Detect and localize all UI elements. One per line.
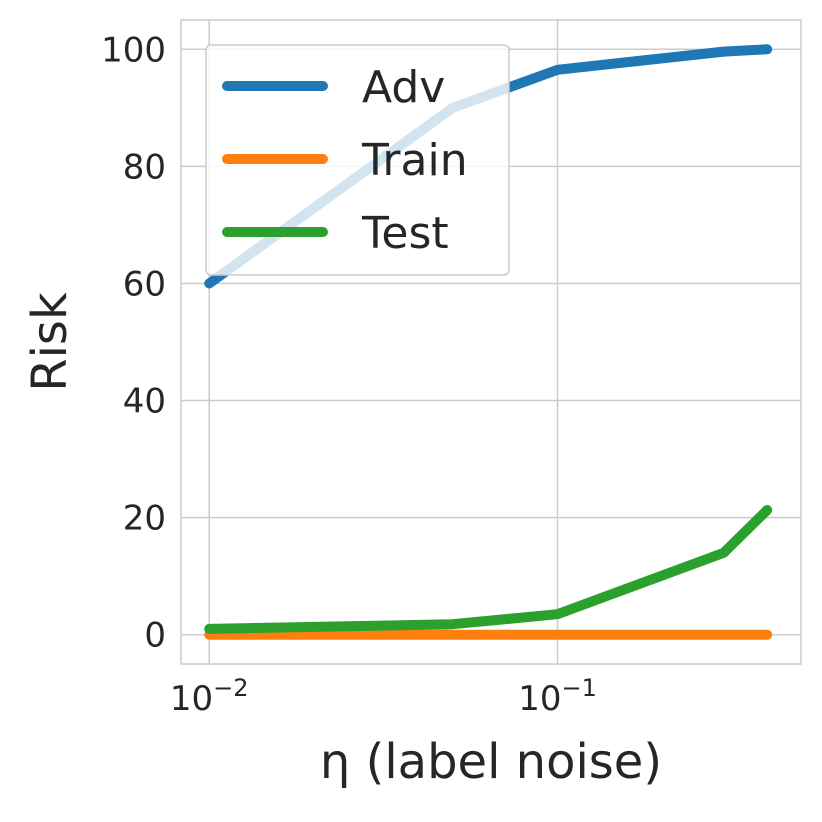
x-tick-labels: 10−2 10−1 <box>170 674 597 719</box>
y-tick-label: 80 <box>123 147 166 187</box>
y-tick-label: 100 <box>101 30 166 70</box>
y-tick-label: 60 <box>123 264 166 304</box>
series-line-test <box>204 505 773 634</box>
y-tick-label: 0 <box>144 616 166 656</box>
legend-label-test: Test <box>361 208 449 259</box>
legend-label-adv: Adv <box>362 62 445 113</box>
y-tick-label: 40 <box>123 382 166 422</box>
legend: Adv Train Test <box>205 44 510 276</box>
legend-label-train: Train <box>361 135 468 186</box>
legend-box <box>205 44 510 276</box>
y-tick-labels: 0 20 40 60 80 100 <box>101 30 166 655</box>
x-tick-label: 10−1 <box>518 674 597 719</box>
x-tick-label: 10−2 <box>170 674 249 719</box>
x-axis-label: η (label noise) <box>320 734 662 790</box>
y-tick-label: 20 <box>123 499 166 539</box>
y-axis-label: Risk <box>22 292 78 392</box>
